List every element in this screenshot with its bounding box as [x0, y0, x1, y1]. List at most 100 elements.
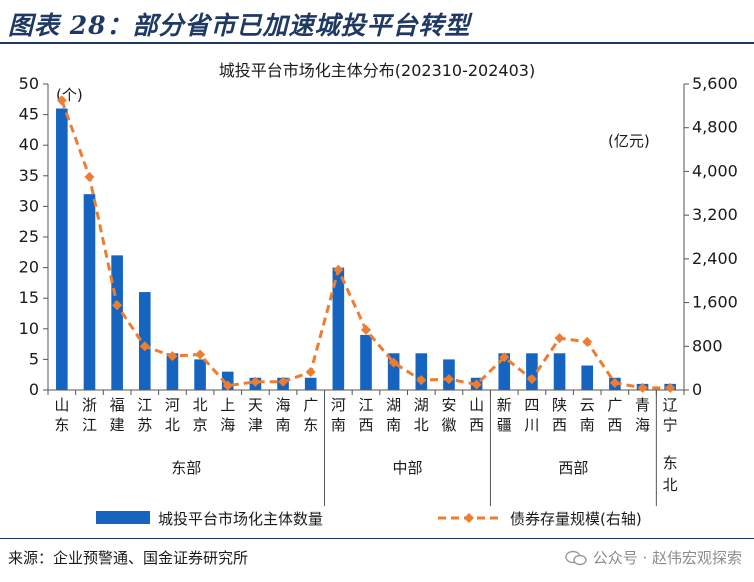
bar	[332, 267, 345, 390]
source-note: 来源：企业预警通、国金证券研究所	[8, 549, 249, 567]
chart-marks: 山东浙江福建江苏河北北京上海天津海南广东河南江西湖南湖北安徽山西新疆四川陕西云南…	[54, 95, 678, 494]
line-point	[333, 264, 344, 275]
group-label: 中部	[392, 459, 422, 477]
category-label: 建	[110, 416, 125, 434]
footer-rule	[0, 538, 754, 539]
category-label: 江	[82, 416, 97, 434]
category-label: 海	[220, 416, 235, 434]
category-label: 川	[524, 416, 539, 434]
page-title: 图表 28：部分省市已加速城投平台转型	[8, 11, 471, 40]
line-point	[499, 352, 510, 363]
line-point	[582, 336, 593, 347]
group-label: 北	[663, 476, 678, 494]
y-right-tick-label: 1,600	[692, 293, 738, 312]
category-label: 京	[193, 416, 208, 434]
legend-line-label: 债券存量规模(右轴)	[510, 510, 642, 528]
bar	[166, 353, 179, 390]
y-left-tick-label: 15	[19, 288, 39, 307]
category-label: 东	[303, 416, 318, 434]
group-label: 西部	[558, 459, 588, 477]
category-label: 苏	[137, 416, 152, 434]
y-right-tick-label: 4,800	[692, 118, 738, 137]
chart-title: 城投平台市场化主体分布(202310-202403)	[219, 61, 535, 80]
y-left-tick-label: 45	[19, 105, 39, 124]
category-label: 北	[414, 416, 429, 434]
line-point	[361, 324, 371, 335]
wechat-icon	[564, 550, 587, 565]
category-label: 青	[635, 396, 650, 414]
header: 图表 28：部分省市已加速城投平台转型	[0, 0, 754, 46]
y-left-tick-label: 5	[29, 349, 39, 368]
line-point	[56, 95, 67, 106]
category-label: 西	[607, 416, 622, 434]
y-right-tick-label: 3,200	[692, 205, 738, 224]
group-label: 东部	[171, 459, 201, 477]
category-label: 西	[552, 416, 567, 434]
category-label: 南	[276, 416, 291, 434]
y-left-tick-label: 25	[19, 227, 39, 246]
category-label: 广	[303, 396, 318, 414]
category-label: 西	[358, 416, 373, 434]
category-label: 东	[54, 416, 69, 434]
line-point	[195, 349, 206, 360]
category-label: 陕	[552, 396, 567, 414]
category-label: 天	[248, 396, 263, 414]
category-label: 北	[193, 396, 208, 414]
bar	[387, 353, 400, 390]
category-label: 福	[110, 396, 125, 414]
category-label: 云	[580, 396, 595, 414]
line-point	[305, 366, 316, 377]
line-point	[609, 377, 620, 388]
category-label: 河	[331, 396, 346, 414]
category-label: 疆	[497, 416, 512, 434]
bar	[304, 377, 317, 390]
line-point	[443, 374, 454, 385]
category-label: 南	[580, 416, 595, 434]
category-label: 湖	[414, 396, 429, 414]
line-point	[388, 357, 399, 368]
category-label: 浙	[82, 396, 97, 414]
bar	[498, 353, 511, 390]
bar	[415, 353, 428, 390]
y-left-tick-label: 30	[19, 196, 39, 215]
line-point	[167, 351, 178, 362]
category-label: 江	[137, 396, 152, 414]
category-label: 安	[441, 396, 456, 414]
y-right-tick-label: 4,000	[692, 161, 738, 180]
legend-bar-swatch	[96, 511, 150, 524]
line-point	[112, 300, 123, 311]
chart-frame: 城投平台市场化主体分布(202310-202403) 0 5 10 15 20 25 30 35…	[19, 61, 738, 528]
category-label: 徽	[441, 416, 456, 434]
legend-line-marker	[464, 513, 474, 523]
category-label: 山	[469, 396, 484, 414]
category-label: 津	[248, 416, 263, 434]
bar	[138, 292, 151, 390]
category-label: 河	[165, 396, 180, 414]
watermark-text: 公众号 · 赵伟宏观探索	[592, 549, 742, 567]
category-label: 新	[497, 396, 512, 414]
watermark: 公众号 · 赵伟宏观探索	[564, 547, 742, 568]
category-label: 湖	[386, 396, 401, 414]
line-point	[139, 341, 150, 352]
bar	[83, 194, 96, 390]
bar	[553, 353, 566, 390]
category-label: 山	[54, 396, 69, 414]
line-point	[416, 375, 427, 386]
bar	[581, 365, 594, 390]
line-point	[250, 376, 261, 387]
y-right-unit-label: (亿元)	[608, 132, 650, 150]
line-point	[278, 376, 289, 387]
y-right-tick-label: 800	[692, 336, 723, 355]
line-point	[222, 380, 233, 391]
y-right-tick-label: 2,400	[692, 249, 738, 268]
line-point	[526, 374, 537, 385]
category-label: 四	[524, 396, 539, 414]
header-rule	[0, 42, 754, 44]
line-point	[84, 171, 95, 182]
y-left-tick-label: 50	[19, 74, 39, 93]
category-label: 海	[276, 396, 291, 414]
group-label: 东	[663, 454, 678, 472]
bar	[526, 353, 538, 390]
chart: 城投平台市场化主体分布(202310-202403) 0 5 10 15 20 25 30 35…	[19, 61, 738, 528]
